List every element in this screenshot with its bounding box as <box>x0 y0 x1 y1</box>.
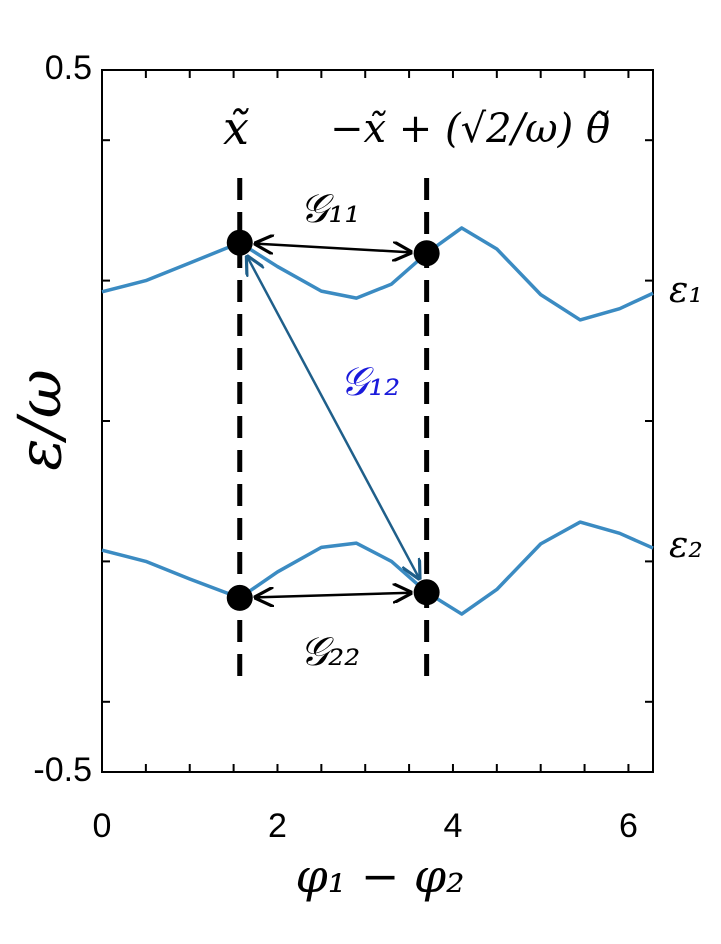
arrow-g12 <box>247 257 419 578</box>
marker-point <box>413 240 440 267</box>
series-label: ε₂ <box>669 525 703 566</box>
annotation: 𝒢₁₂ <box>340 359 401 405</box>
annotation: 𝒢₁₁ <box>300 186 361 232</box>
annotation: −x̃ + (√2/ω) θ̃ <box>330 106 610 152</box>
series-line <box>101 520 654 616</box>
y-axis-label: ε/ω <box>6 369 76 470</box>
x-axis-label: φ₁ − φ₂ <box>295 849 464 903</box>
x-tick-label: 4 <box>443 807 462 845</box>
marker-point <box>226 584 253 611</box>
y-tick-label: 0.5 <box>45 49 92 87</box>
marker-point <box>226 229 253 256</box>
series-label: ε₁ <box>669 270 703 311</box>
marker-point <box>413 579 440 606</box>
series-line <box>101 226 654 322</box>
y-tick-label: -0.5 <box>33 751 92 789</box>
annotation: 𝒢₂₂ <box>300 629 361 675</box>
x-tick-label: 6 <box>619 807 638 845</box>
arrow-g11 <box>256 244 411 253</box>
arrow-g22 <box>256 593 411 598</box>
plot-frame <box>101 69 654 773</box>
x-tick-label: 0 <box>93 807 112 845</box>
x-tick-label: 2 <box>268 807 287 845</box>
annotation: x̃ <box>223 101 249 155</box>
